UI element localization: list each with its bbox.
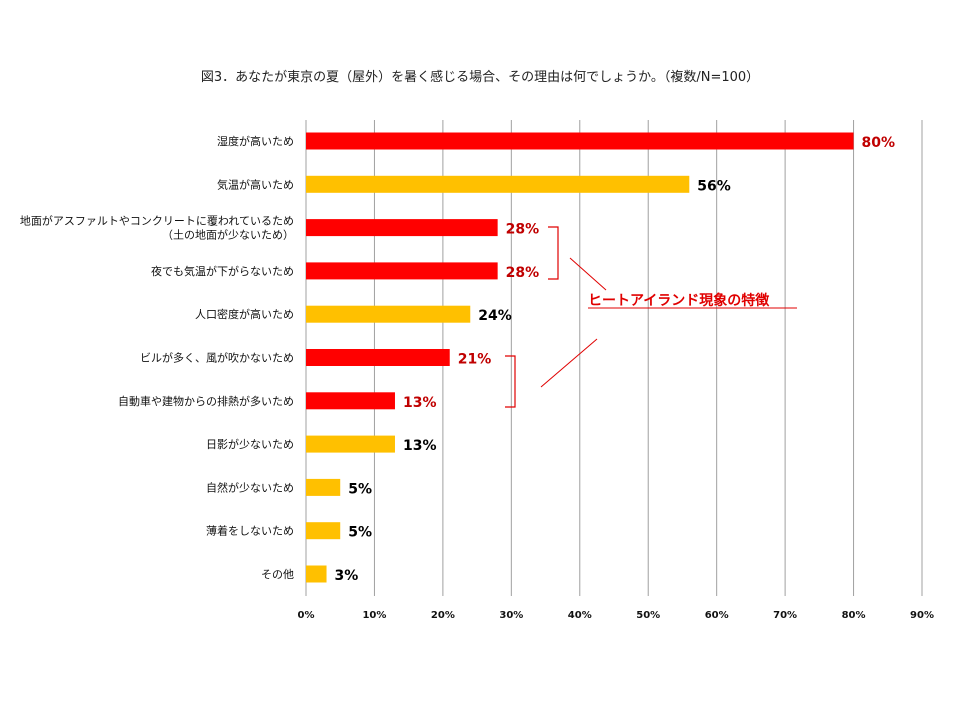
chart-title: 図3．あなたが東京の夏（屋外）を暑く感じる場合、その理由は何でしょうか。（複数/… <box>200 70 760 85</box>
label-layer: 0% 10% 20% 30% 40% 50% 60% 70% 80% 90% 湿度が高いため 80% 気… <box>20 134 934 621</box>
category-label: 人口密度が高いため <box>195 307 294 321</box>
category-label: 自然が少ないため <box>206 480 294 494</box>
x-tick-label: 40% <box>568 610 592 621</box>
x-tick-label: 10% <box>362 610 386 621</box>
connector-line <box>569 257 607 291</box>
bar <box>306 522 341 540</box>
bar <box>306 305 471 323</box>
category-label: 薄着をしないため <box>206 524 294 538</box>
x-tick-label: 80% <box>842 610 866 621</box>
value-label: 13% <box>403 438 437 454</box>
x-tick-label: 70% <box>773 610 797 621</box>
connector-line <box>540 338 598 388</box>
category-label: 湿度が高いため <box>217 134 294 148</box>
value-label: 80% <box>862 135 896 151</box>
value-label: 3% <box>335 568 359 584</box>
category-label: 気温が高いため <box>217 177 294 191</box>
x-tick-label: 20% <box>431 610 455 621</box>
value-label: 5% <box>348 525 372 541</box>
bar <box>306 349 450 366</box>
bar <box>306 132 854 150</box>
bar-layer <box>306 132 854 583</box>
bar <box>306 219 498 237</box>
bar <box>306 175 690 193</box>
x-tick-label: 30% <box>499 610 523 621</box>
bar <box>306 435 395 453</box>
bracket-2 <box>505 355 516 408</box>
category-label: その他 <box>261 568 294 581</box>
annotation-layer: ヒートアイランド現象の特徴 <box>505 226 797 408</box>
bar <box>306 262 498 280</box>
bar <box>306 392 395 410</box>
value-label: 24% <box>478 308 512 324</box>
x-tick-label: 50% <box>636 610 660 621</box>
x-tick-label: 0% <box>298 610 315 621</box>
category-label: 地面がアスファルトやコンクリートに覆われているため（土の地面が少ないため） <box>20 214 294 242</box>
bracket-1 <box>548 226 559 280</box>
value-label: 28% <box>506 265 540 281</box>
value-label: 5% <box>348 481 372 497</box>
value-label: 28% <box>506 222 540 238</box>
x-tick-label: 90% <box>910 610 934 621</box>
annotation-label: ヒートアイランド現象の特徴 <box>588 292 770 309</box>
value-label: 56% <box>697 178 731 194</box>
bar <box>306 565 327 583</box>
category-label: 日影が少ないため <box>206 437 294 451</box>
category-label: ビルが多く、風が吹かないため <box>140 351 294 365</box>
value-label: 13% <box>403 395 437 411</box>
category-label: 夜でも気温が下がらないため <box>151 264 294 278</box>
category-label: 自動車や建物からの排熱が多いため <box>118 394 294 408</box>
bar <box>306 478 341 496</box>
x-tick-label: 60% <box>705 610 729 621</box>
value-label: 21% <box>458 352 492 368</box>
